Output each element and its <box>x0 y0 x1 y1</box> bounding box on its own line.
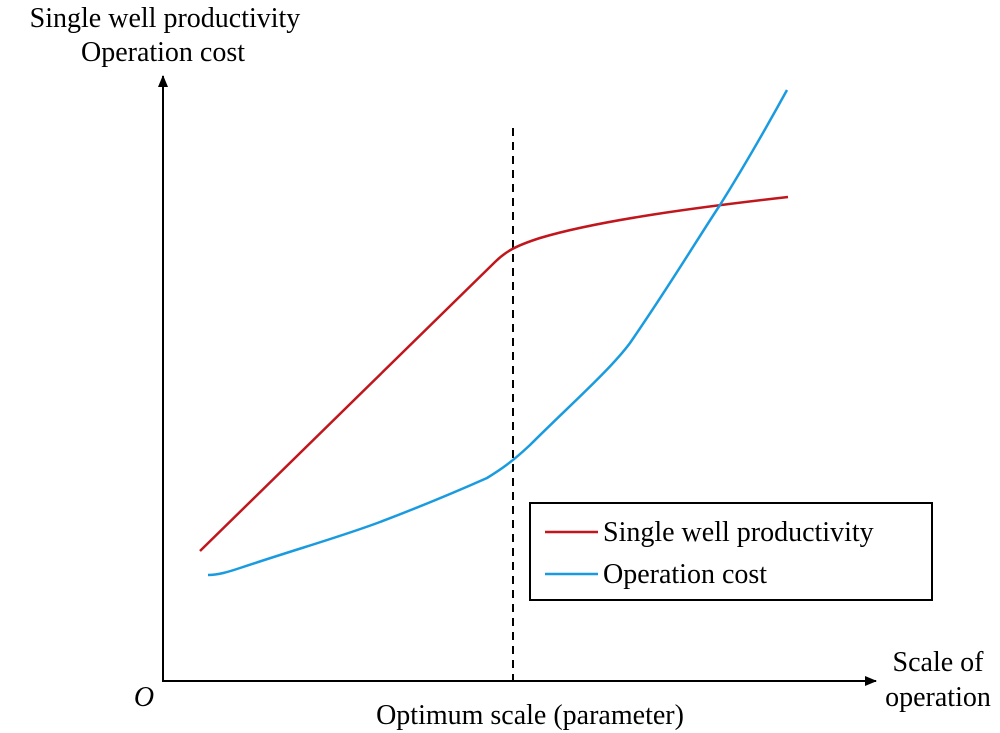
origin-label: O <box>134 682 154 713</box>
cost-curve <box>207 89 789 577</box>
annotation: Optimum scale (parameter) <box>376 700 684 731</box>
y-axis-label: Operation cost <box>81 37 245 68</box>
legend-box <box>529 502 933 601</box>
x-axis-label: operation <box>885 682 991 713</box>
x-axis-label: Scale of <box>893 647 985 678</box>
productivity-curve <box>199 195 789 552</box>
legend-label: Operation cost <box>603 559 767 590</box>
legend-label: Single well productivity <box>603 517 874 548</box>
y-axis-label: Single well productivity <box>30 3 301 34</box>
